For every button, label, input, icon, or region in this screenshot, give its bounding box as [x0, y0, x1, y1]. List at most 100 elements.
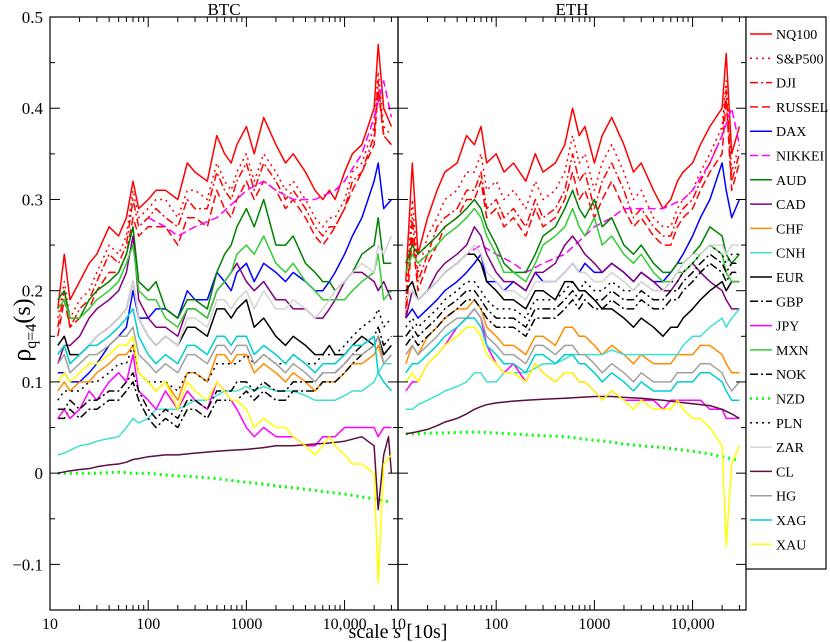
x-axis-label-variable: s — [394, 621, 402, 642]
series-line-eth-hg — [405, 308, 740, 392]
x-tick-label-eth: 10 — [390, 616, 406, 633]
legend-item-cl: CL — [750, 465, 794, 480]
series-line-btc-cl — [57, 435, 393, 511]
series-line-eth-xau — [405, 326, 741, 547]
x-tick-label-btc: 10 — [42, 616, 58, 633]
y-ticks-eth — [398, 16, 746, 611]
series-line-eth-jpy — [405, 308, 740, 420]
legend-item-cad: CAD — [750, 198, 806, 213]
plot-frame-btc — [49, 16, 399, 611]
legend-item-zar: ZAR — [750, 441, 805, 456]
legend-item-pln: PLN — [750, 417, 802, 432]
y-tick-label: 0.5 — [22, 8, 43, 27]
series-line-btc-nzd — [57, 470, 392, 504]
legend-item-gbp: GBP — [750, 295, 803, 310]
series-line-eth-mxn — [405, 207, 740, 283]
y-tick-label: 0.2 — [22, 282, 43, 301]
panel-title-eth: ETH — [555, 0, 588, 19]
y-ticks-btc: −0.1 0 0.1 0.2 0.3 0.4 0.5 — [12, 8, 398, 611]
legend-label-cl: CL — [776, 465, 794, 480]
legend-item-nq100: NQ100 — [750, 28, 817, 43]
y-tick-label: 0.1 — [22, 373, 43, 392]
series-line-eth-dji — [405, 89, 741, 309]
series-line-eth-aud — [405, 189, 740, 274]
x-axis-label-suffix: [10s] — [401, 621, 447, 642]
legend-label-jpy: JPY — [776, 320, 799, 335]
series-line-btc-xau — [57, 335, 392, 584]
y-tick-label: −0.1 — [12, 555, 43, 574]
x-tick-label-eth: 100 — [484, 616, 508, 633]
series-line-btc-hg — [57, 326, 392, 383]
legend-label-hg: HG — [776, 490, 796, 505]
legend-label-nq100: NQ100 — [776, 28, 817, 43]
legend-label-aud: AUD — [776, 174, 806, 189]
x-tick-label-eth: 10,000 — [671, 616, 715, 633]
legend-label-dax: DAX — [776, 125, 806, 140]
series-line-eth-s-p500 — [405, 80, 741, 300]
legend-item-s-p500: S&P500 — [750, 52, 823, 67]
legend-label-mxn: MXN — [776, 344, 809, 359]
y-axis-label-argument: (s) — [10, 298, 36, 323]
y-tick-label: 0.3 — [22, 190, 43, 209]
series-line-eth-cnh — [405, 308, 740, 411]
series-line-eth-nok — [405, 253, 740, 338]
legend-item-aud: AUD — [750, 174, 806, 189]
y-axis-label-main: ρ — [7, 349, 36, 362]
legend-item-nikkei: NIKKEI — [750, 150, 825, 165]
series-line-eth-dax — [405, 162, 741, 319]
legend-label-nok: NOK — [776, 368, 806, 383]
series-line-eth-zar — [405, 244, 740, 301]
series-line-eth-cl — [405, 395, 740, 435]
series-line-eth-pln — [405, 244, 740, 328]
series-line-eth-chf — [405, 299, 740, 374]
panel-eth: 10 100 1000 10,000 ETH — [390, 0, 747, 633]
legend-item-xau: XAU — [750, 538, 806, 553]
series-line-btc-nok — [57, 326, 392, 420]
legend-item-hg: HG — [750, 490, 796, 505]
legend-label-s-p500: S&P500 — [776, 52, 823, 67]
legend-label-nikkei: NIKKEI — [776, 150, 825, 165]
series-line-btc-mxn — [57, 235, 392, 328]
series-line-eth-gbp — [405, 262, 740, 347]
legend-item-dax: DAX — [750, 125, 806, 140]
series-line-btc-pln — [57, 308, 392, 401]
y-tick-label: 0 — [35, 464, 44, 483]
series-line-btc-nikkei — [147, 80, 393, 237]
legend-label-dji: DJI — [776, 77, 797, 92]
x-axis-label: scale s [10s] — [349, 621, 448, 642]
x-axis-label-prefix: scale — [349, 621, 394, 642]
series-group-eth — [405, 52, 741, 547]
x-tick-label-btc: 10,000 — [323, 616, 367, 633]
legend-item-jpy: JPY — [750, 320, 799, 335]
legend: NQ100 S&P500 DJI RUSSEL DAX NIKKEI AUD CAD CHF CN… — [745, 16, 828, 570]
series-line-btc-gbp — [57, 335, 392, 429]
x-tick-label-eth: 1000 — [578, 616, 610, 633]
series-line-btc-dax — [57, 162, 392, 383]
legend-item-russel: RUSSEL — [750, 101, 828, 116]
chart-panels: 10 100 1000 10,000−0.100.10.20.30.40.5 BTC10… — [12, 0, 747, 633]
legend-label-zar: ZAR — [776, 441, 805, 456]
x-ticks-btc: 10 100 1000 10,000 — [42, 17, 392, 633]
y-tick-label: 0.4 — [22, 99, 44, 118]
panel-btc: 10 100 1000 10,000 −0.1 0 0.1 0.2 0.3 0.4 0.5 BTC — [12, 0, 399, 633]
panel-title-btc: BTC — [207, 0, 240, 19]
series-line-btc-nq100 — [57, 43, 393, 309]
series-line-eth-nq100 — [405, 52, 741, 282]
series-line-btc-zar — [57, 235, 393, 365]
series-line-eth-russel — [405, 98, 741, 319]
legend-label-nzd: NZD — [776, 393, 805, 408]
x-tick-label-btc: 100 — [136, 616, 160, 633]
x-tick-label-btc: 1000 — [230, 616, 262, 633]
series-line-eth-nikkei — [444, 107, 741, 274]
legend-box — [745, 16, 827, 570]
legend-label-xau: XAU — [776, 538, 806, 553]
legend-label-xag: XAG — [776, 514, 806, 529]
legend-item-mxn: MXN — [750, 344, 809, 359]
legend-label-eur: EUR — [776, 271, 805, 286]
legend-label-chf: CHF — [776, 222, 803, 237]
y-axis-label: ρq=4(s) — [7, 298, 40, 361]
y-axis-label-subscript: q=4 — [23, 324, 40, 349]
legend-item-dji: DJI — [750, 77, 797, 92]
legend-item-eur: EUR — [750, 271, 805, 286]
